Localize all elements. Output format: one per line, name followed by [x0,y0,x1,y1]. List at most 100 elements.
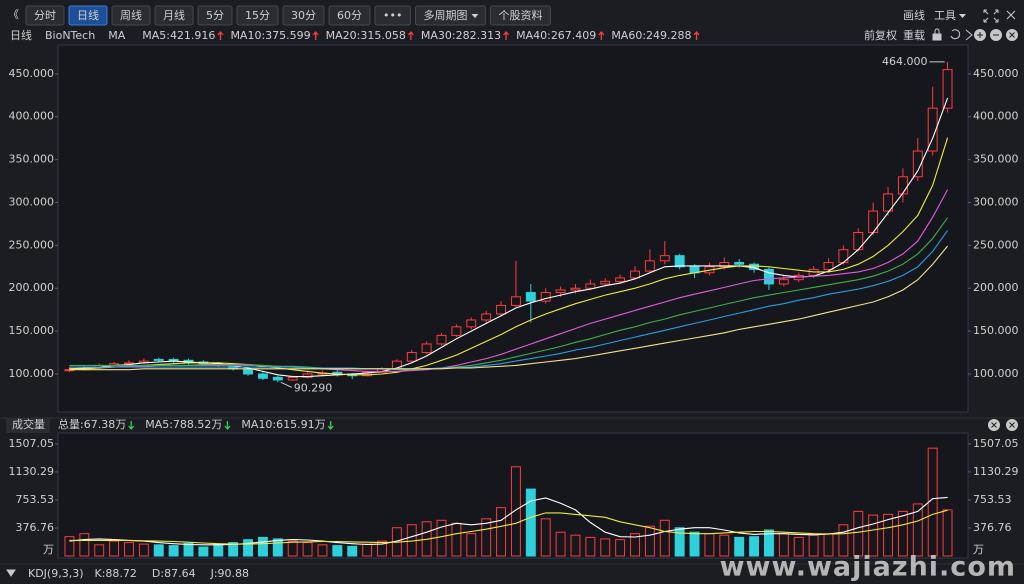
candle-body [287,376,298,381]
volume-bar [585,536,596,557]
down-arrow [327,421,334,431]
y-tick-label: 300.000 [973,195,1019,208]
tab-label[interactable]: 周线 [120,8,142,22]
candle-body [585,283,596,289]
candle-body [719,262,730,268]
volume-bar [109,540,120,557]
tab-button[interactable] [68,5,108,26]
candle-body [406,352,417,362]
y-tick-label: 250.000 [973,238,1019,251]
back-button[interactable]: 《 [8,8,19,21]
tab-button[interactable] [236,5,279,26]
tab-label[interactable]: 30分 [291,9,316,22]
volume-bar [79,533,90,557]
y-tick-label: 300.000 [9,195,55,208]
volume-bar [510,466,521,557]
volume-bar [94,544,105,557]
candle-body [436,334,447,345]
candle-body [868,210,879,234]
tab-button[interactable] [328,5,371,26]
collapse-icon[interactable] [6,569,16,577]
candle-body [421,343,432,354]
volume-bar [64,536,75,557]
reload-button[interactable]: 重载 [903,28,925,42]
candle-body [778,279,789,285]
volume-bar [734,536,745,557]
candle-body [466,319,477,328]
ma-line [69,217,949,371]
candle-body [257,373,268,379]
volume-bar [570,534,581,557]
tab-button[interactable] [111,5,151,26]
tab-label[interactable]: 60分 [337,9,362,22]
tab-button[interactable] [414,5,486,26]
undo-icon[interactable] [950,29,961,40]
tab-label[interactable]: 分时 [34,9,56,22]
tab-button[interactable] [197,5,233,26]
unit-label: 万 [973,543,984,556]
candle-body [243,368,254,375]
price-panel [57,44,969,413]
dropdown-caret [471,14,479,18]
candle-body [525,292,536,302]
adjust-button[interactable]: 前复权 [864,28,897,42]
legend-entry: MA60:249.288 [611,29,691,42]
volume-bar [615,539,626,557]
ma-line [69,189,949,372]
y-tick-label: 400.000 [9,110,55,123]
tab-label[interactable]: 5分 [206,9,224,22]
tab-label[interactable]: 日线 [77,8,99,22]
lock-icon[interactable] [932,33,942,41]
volume-bar [257,536,268,557]
close-icon[interactable] [1006,10,1016,20]
volume-bar [600,538,611,557]
tab-label[interactable]: 15分 [245,9,270,22]
indicator-title: KDJ(9,3,3) [28,567,84,580]
y-tick-label: 1130.29 [973,465,1019,478]
volume-bar [704,533,715,557]
tab-button[interactable] [489,5,551,26]
volume-bar [793,536,804,557]
dropdown-caret [959,14,966,18]
y-tick-label: 753.53 [973,493,1012,506]
tab-label[interactable]: 多周期图 [423,8,467,22]
legend-entry: MA5:788.52万 [145,418,222,431]
down-arrow [224,421,231,431]
volume-bar [377,540,387,557]
indicator-label: MA [108,29,125,42]
tab-button[interactable] [374,5,411,26]
tab-button[interactable] [25,5,65,26]
tab-label[interactable]: 月线 [163,8,185,22]
volume-bar [540,518,551,557]
tab-button[interactable] [282,5,325,26]
candle-body [942,69,953,109]
y-tick-label: 753.53 [16,493,55,506]
y-tick-label: 100.000 [973,367,1019,380]
y-tick-label: 1130.29 [9,465,55,478]
play-icon[interactable] [965,29,973,41]
tool-button[interactable]: 画线 [903,8,925,22]
candle-body [496,304,507,315]
volume-bar [942,509,953,557]
tab-button[interactable] [154,5,194,26]
volume-bar [644,525,655,557]
up-arrow [407,30,414,40]
header-icons [6,28,1018,577]
volume-bar [853,510,864,557]
candle-body [124,362,134,365]
unit-label: 万 [43,543,54,556]
candle-body [510,296,521,306]
volume-bar [168,545,179,557]
tab-label[interactable]: 个股资料 [498,8,542,22]
candle-body [853,232,864,251]
tool-button[interactable]: 工具 [934,9,956,22]
volume-bar [838,524,849,557]
ma-line [69,509,948,545]
up-arrow [312,30,319,40]
volume-bar [124,542,134,557]
volume-bar [674,527,685,557]
expand-icon[interactable] [983,9,999,23]
ma-line [69,137,949,376]
tab-label[interactable]: ••• [383,9,402,22]
y-tick-label: 376.76 [973,521,1012,534]
